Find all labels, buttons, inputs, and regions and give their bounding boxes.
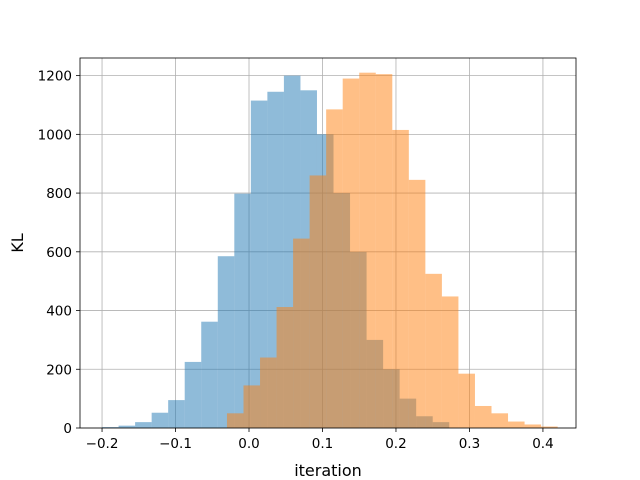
y-tick-label: 800 — [46, 186, 72, 202]
y-tick-label: 1200 — [38, 69, 72, 85]
histogram-bar-series-1 — [168, 400, 185, 428]
axis-ticks: −0.2 −0.1 0.0 0.1 0.2 0.3 0.4 0 200 400 600 800 1000… — [38, 69, 554, 452]
histogram-bar-series-2 — [392, 129, 409, 428]
x-tick-label: 0.2 — [385, 436, 406, 452]
histogram-bar-series-2 — [226, 413, 244, 428]
histogram-bar-series-1 — [250, 100, 268, 428]
x-tick-label: 0.0 — [238, 436, 259, 452]
histogram-bars — [102, 72, 558, 429]
y-tick-label: 200 — [46, 362, 72, 378]
histogram-bar-series-2 — [293, 238, 310, 428]
histogram-bar-series-1 — [184, 361, 202, 428]
histogram-bar-series-2 — [458, 373, 475, 428]
histogram-bar-series-2 — [491, 413, 509, 428]
histogram-bar-series-2 — [375, 74, 393, 429]
x-tick-label: 0.4 — [532, 436, 553, 452]
y-tick-label: 0 — [63, 421, 72, 437]
histogram-bar-series-2 — [441, 296, 459, 428]
histogram-bar-series-2 — [260, 357, 277, 428]
histogram-bar-series-1 — [151, 412, 169, 428]
histogram-bar-series-2 — [408, 179, 426, 428]
histogram-bar-series-1 — [118, 425, 136, 428]
x-tick-label: 0.1 — [312, 436, 333, 452]
plot-frame — [79, 57, 577, 429]
x-tick-label: −0.1 — [159, 436, 192, 452]
histogram-bar-series-1 — [217, 256, 235, 428]
y-tick-label: 400 — [46, 304, 72, 320]
histogram-bar-series-2 — [359, 72, 376, 428]
histogram-bar-series-2 — [326, 109, 343, 428]
x-tick-label: −0.2 — [86, 436, 119, 452]
y-tick-label: 600 — [46, 245, 72, 261]
histogram-bar-series-2 — [508, 421, 525, 428]
histogram-bar-series-1 — [135, 422, 152, 428]
histogram-bar-series-2 — [243, 385, 261, 428]
histogram-bar-series-2 — [309, 175, 327, 428]
histogram-bar-series-2 — [425, 273, 442, 428]
histogram-bar-series-2 — [474, 405, 492, 428]
y-axis-label: KL — [8, 233, 27, 252]
histogram-bar-series-1 — [201, 321, 218, 428]
histogram-bar-series-2 — [276, 307, 294, 428]
x-axis-label: iteration — [294, 461, 362, 480]
histogram-bar-series-1 — [102, 427, 119, 428]
histogram-bar-series-1 — [234, 193, 251, 428]
y-tick-label: 1000 — [38, 127, 72, 143]
x-tick-label: 0.3 — [459, 436, 480, 452]
histogram-bar-series-2 — [342, 78, 360, 429]
histogram-bar-series-2 — [541, 426, 558, 428]
histogram-bar-series-2 — [524, 424, 542, 428]
